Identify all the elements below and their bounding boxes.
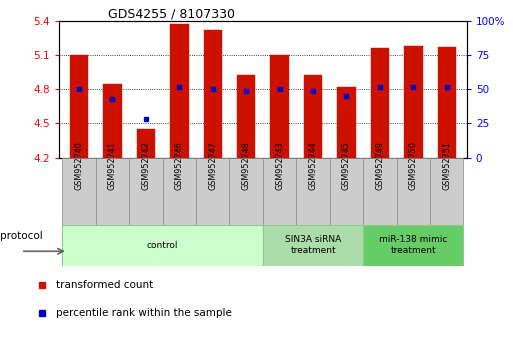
Bar [70,55,88,158]
Bar [270,55,289,158]
FancyBboxPatch shape [96,158,129,225]
Text: GSM952743: GSM952743 [275,141,284,190]
Bar [204,30,222,158]
FancyBboxPatch shape [297,158,330,225]
FancyBboxPatch shape [63,158,96,225]
Text: GSM952749: GSM952749 [376,141,384,190]
Bar [170,23,189,158]
Text: transformed count: transformed count [56,280,153,290]
FancyBboxPatch shape [263,158,297,225]
Text: GSM952746: GSM952746 [175,141,184,190]
FancyBboxPatch shape [129,158,163,225]
Text: GSM952745: GSM952745 [342,141,351,190]
Text: SIN3A siRNA
treatment: SIN3A siRNA treatment [285,235,341,255]
Text: miR-138 mimic
treatment: miR-138 mimic treatment [379,235,447,255]
Text: control: control [147,241,179,250]
FancyBboxPatch shape [397,158,430,225]
Bar [337,87,356,158]
Bar [438,47,456,158]
Text: percentile rank within the sample: percentile rank within the sample [56,308,232,318]
Text: GSM952751: GSM952751 [442,141,451,190]
Bar [404,46,423,158]
FancyBboxPatch shape [63,225,263,266]
Bar [103,84,122,158]
FancyBboxPatch shape [363,158,397,225]
Text: GSM952742: GSM952742 [142,141,150,190]
FancyBboxPatch shape [363,225,463,266]
Text: GSM952747: GSM952747 [208,141,218,190]
FancyBboxPatch shape [196,158,229,225]
FancyBboxPatch shape [229,158,263,225]
Text: GSM952740: GSM952740 [74,141,84,190]
Text: GSM952750: GSM952750 [409,141,418,190]
Text: GDS4255 / 8107330: GDS4255 / 8107330 [108,7,235,20]
FancyBboxPatch shape [430,158,463,225]
FancyBboxPatch shape [163,158,196,225]
Text: GSM952741: GSM952741 [108,141,117,190]
Bar [371,48,389,158]
Bar [137,129,155,158]
Text: GSM952744: GSM952744 [308,141,318,190]
Text: protocol: protocol [0,231,43,241]
Bar [237,75,255,158]
FancyBboxPatch shape [330,158,363,225]
Bar [304,75,322,158]
FancyBboxPatch shape [263,225,363,266]
Text: GSM952748: GSM952748 [242,141,251,190]
